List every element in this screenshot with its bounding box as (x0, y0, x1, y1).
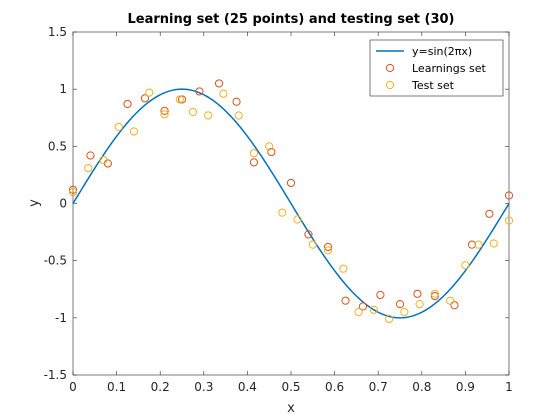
x-tick-label: 1 (505, 380, 513, 394)
test-set-point (68, 187, 78, 197)
y-tick-label: -1.5 (44, 368, 67, 382)
test-set-point (145, 88, 154, 97)
x-tick-label: 0 (69, 380, 77, 394)
test-set-point (430, 289, 439, 298)
learning-set-point (485, 209, 494, 218)
legend-entry-label: Test set (411, 79, 455, 92)
y-tick-label: -0.5 (44, 254, 67, 268)
test-set-point (114, 122, 123, 131)
test-set-point (446, 296, 455, 305)
learning-set-point (413, 289, 422, 298)
learning-set-point (376, 290, 385, 300)
y-tick-label: -1 (55, 311, 67, 325)
legend-marker-swatch (385, 63, 395, 73)
test-set-point (339, 264, 348, 273)
test-set-point (99, 155, 108, 165)
x-tick-label: 0.7 (369, 380, 388, 394)
learning-set-point (195, 87, 204, 96)
learning-set-point (358, 302, 368, 311)
legend: y=sin(2πx) Learnings set Test set (369, 39, 504, 97)
x-tick-label: 0.2 (151, 380, 170, 394)
test-set-point (188, 107, 197, 117)
x-tick-label: 0.9 (456, 380, 475, 394)
learning-set-point (304, 230, 313, 239)
legend-entry-label: Learnings set (412, 62, 486, 75)
learning-set-point (504, 191, 514, 200)
test-set-point (219, 89, 228, 98)
y-tick-label: 0.5 (48, 139, 67, 153)
x-tick-label: 0.8 (412, 380, 431, 394)
legend-entry-label: y=sin(2πx) (412, 45, 472, 58)
learning-set-point (395, 300, 405, 309)
x-tick-label: 0.4 (238, 380, 257, 394)
test-set-point (323, 246, 333, 255)
chart-title: Learning set (25 points) and testing set… (128, 12, 455, 27)
learning-set-point (214, 79, 224, 88)
test-set-point (400, 308, 409, 317)
test-set-point (265, 142, 274, 151)
learning-set-point (467, 240, 477, 249)
test-set-point (369, 305, 378, 314)
test-set-point (293, 215, 302, 224)
y-tick-label: 1 (59, 82, 67, 96)
x-tick-label: 0.3 (194, 380, 213, 394)
x-tick-label: 0.6 (325, 380, 344, 394)
test-set-point (474, 240, 483, 249)
sine-curve-line (72, 88, 510, 319)
test-set-point (489, 239, 498, 248)
learning-set-point (140, 94, 150, 103)
x-tick-label: 0.1 (107, 380, 126, 394)
test-set-point (385, 314, 394, 324)
learning-set-point (86, 151, 95, 160)
test-set-point (415, 300, 424, 309)
learning-set-point (286, 178, 296, 188)
learning-set-point (430, 292, 439, 301)
test-set-point (234, 111, 243, 120)
test-set-point (129, 127, 139, 136)
test-set-point (504, 216, 514, 225)
test-set-point (175, 95, 184, 104)
learning-set-point (341, 296, 350, 305)
learning-set-point (68, 185, 78, 194)
test-set-point (249, 149, 259, 158)
learning-set-point (123, 99, 132, 109)
y-tick-label: 1.5 (48, 25, 67, 39)
learning-set-point (267, 147, 276, 157)
x-axis-label: x (287, 401, 295, 416)
y-axis-label: y (27, 199, 42, 207)
test-set-point (278, 208, 287, 217)
legend-box (369, 39, 504, 97)
learning-set-point (177, 95, 187, 104)
learning-set-point (249, 158, 259, 167)
test-set-point (84, 163, 93, 173)
x-tick-label: 0.5 (281, 380, 300, 394)
learning-set-point (160, 106, 169, 115)
test-set-point (354, 308, 363, 317)
learning-set-point (232, 97, 241, 106)
test-set-point (308, 240, 317, 249)
learning-set-point (450, 301, 459, 310)
test-set-point (204, 111, 213, 120)
test-set-point (461, 261, 470, 270)
test-set-point (160, 110, 169, 119)
legend-marker-swatch (385, 80, 395, 90)
learning-set-point (323, 242, 333, 252)
y-tick-label: 0 (59, 197, 67, 211)
